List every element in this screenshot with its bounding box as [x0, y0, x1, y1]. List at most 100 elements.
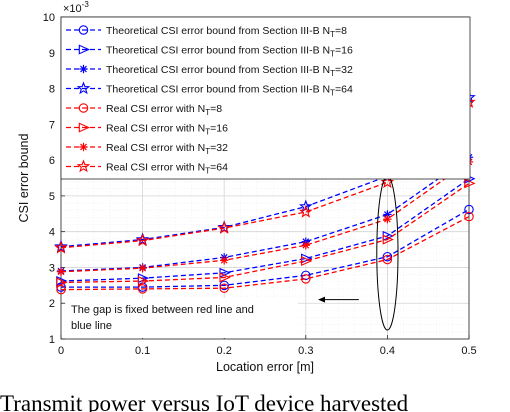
marker-asterisk-stroke [139, 264, 146, 272]
series-6 [56, 178, 476, 288]
marker-star [76, 81, 91, 95]
legend-label: Theoretical CSI error bound from Section… [106, 25, 347, 39]
y-tick-label: 1 [49, 334, 55, 346]
marker-circle [301, 270, 311, 281]
data-point [220, 256, 229, 265]
annotation-arrow-head [318, 296, 326, 303]
legend-label: Theoretical CSI error bound from Section… [106, 45, 353, 59]
data-point [137, 284, 148, 294]
marker-circle [382, 251, 393, 262]
x-tick-label: 0.1 [135, 345, 150, 357]
x-tick-label: 0.4 [380, 345, 395, 357]
marker-circle [219, 283, 229, 293]
marker-star [298, 199, 313, 213]
legend-entry-1: Theoretical CSI error bound from Section… [66, 25, 347, 39]
data-point [301, 255, 313, 267]
y-tick-label: 7 [49, 119, 55, 131]
legend-entry-7: Real CSI error with NT=32 [66, 142, 228, 156]
legend-marker [76, 81, 91, 95]
marker-circle [56, 284, 66, 295]
marker-asterisk-stroke [302, 241, 310, 249]
marker-star [135, 232, 150, 246]
y-exponent-label: ×10-3 [63, 0, 89, 15]
marker-circle [78, 103, 89, 113]
legend-marker [76, 159, 91, 173]
legend-label: Real CSI error with NT=16 [106, 123, 228, 137]
marker-triangle [137, 275, 150, 287]
legend-marker [78, 103, 89, 113]
marker-star [135, 233, 150, 247]
series-line [60, 182, 470, 284]
x-tick-label: 0.2 [217, 345, 232, 357]
x-tick-label: 0 [58, 345, 64, 357]
x-tick-label: 0.5 [461, 345, 476, 357]
data-point [382, 234, 394, 245]
data-point [137, 275, 150, 287]
data-point [219, 280, 229, 291]
marker-star [217, 220, 232, 234]
series-line [60, 216, 470, 291]
legend-entry-3: Theoretical CSI error bound from Section… [66, 64, 353, 78]
legend: Theoretical CSI error bound from Section… [60, 16, 471, 180]
legend-marker [78, 122, 91, 133]
marker-circle [137, 284, 148, 294]
y-tick-label: 4 [49, 227, 55, 239]
marker-circle [464, 211, 474, 222]
annotation-text-line: The gap is fixed between red line and [71, 304, 254, 316]
series-group [54, 90, 476, 295]
marker-star [54, 239, 68, 253]
data-point [219, 272, 231, 283]
legend-marker [78, 25, 89, 35]
legend-label: Real CSI error with NT=64 [106, 162, 228, 176]
legend-entry-5: Real CSI error with NT=8 [66, 103, 222, 117]
y-tick-label: 3 [49, 262, 55, 274]
data-point [464, 211, 474, 222]
marker-triangle [78, 122, 91, 133]
series-5 [56, 211, 474, 295]
data-point [301, 241, 310, 250]
marker-triangle [78, 44, 91, 55]
series-line [61, 208, 470, 288]
y-tick-label: 8 [49, 84, 55, 96]
legend-marker [78, 44, 91, 55]
y-axis-label: CSI error bound [17, 133, 31, 222]
marker-star [54, 240, 68, 254]
legend-label: Theoretical CSI error bound from Section… [106, 84, 353, 98]
data-point [56, 284, 66, 295]
data-point [382, 254, 393, 265]
data-point [217, 220, 232, 234]
annotation-text-line: blue line [71, 320, 112, 332]
marker-asterisk-stroke [384, 215, 391, 223]
y-tick-label: 6 [49, 155, 55, 167]
marker-circle [301, 274, 311, 284]
marker-triangle [382, 234, 394, 245]
legend-marker [79, 64, 88, 74]
legend-entry-8: Real CSI error with NT=64 [66, 159, 228, 176]
data-point [54, 240, 68, 254]
data-point [301, 274, 311, 284]
data-point [135, 233, 150, 247]
data-point [56, 267, 66, 276]
series-line [60, 156, 470, 272]
series-line [60, 161, 470, 273]
legend-label: Theoretical CSI error bound from Section… [106, 64, 353, 78]
legend-label: Real CSI error with NT=32 [106, 142, 228, 156]
data-point [56, 277, 68, 288]
data-point [301, 270, 311, 281]
marker-triangle [464, 178, 476, 189]
annotation-group: The gap is fixed between red line and blu… [66, 175, 399, 338]
legend-entry-4: Theoretical CSI error bound from Section… [66, 81, 353, 98]
data-point [138, 263, 147, 273]
legend-box [60, 16, 471, 180]
marker-asterisk-stroke [80, 65, 87, 73]
y-tick-label: 9 [49, 48, 55, 60]
x-axis-label: Location error [m] [216, 360, 314, 374]
data-point [382, 251, 393, 262]
y-tick-label: 2 [49, 298, 55, 310]
marker-star [217, 220, 232, 234]
figure-caption: Transmit power versus IoT device harvest… [0, 391, 409, 412]
marker-star [76, 159, 91, 173]
legend-entry-2: Theoretical CSI error bound from Section… [66, 44, 353, 59]
marker-triangle [219, 272, 231, 283]
data-point [135, 232, 150, 246]
